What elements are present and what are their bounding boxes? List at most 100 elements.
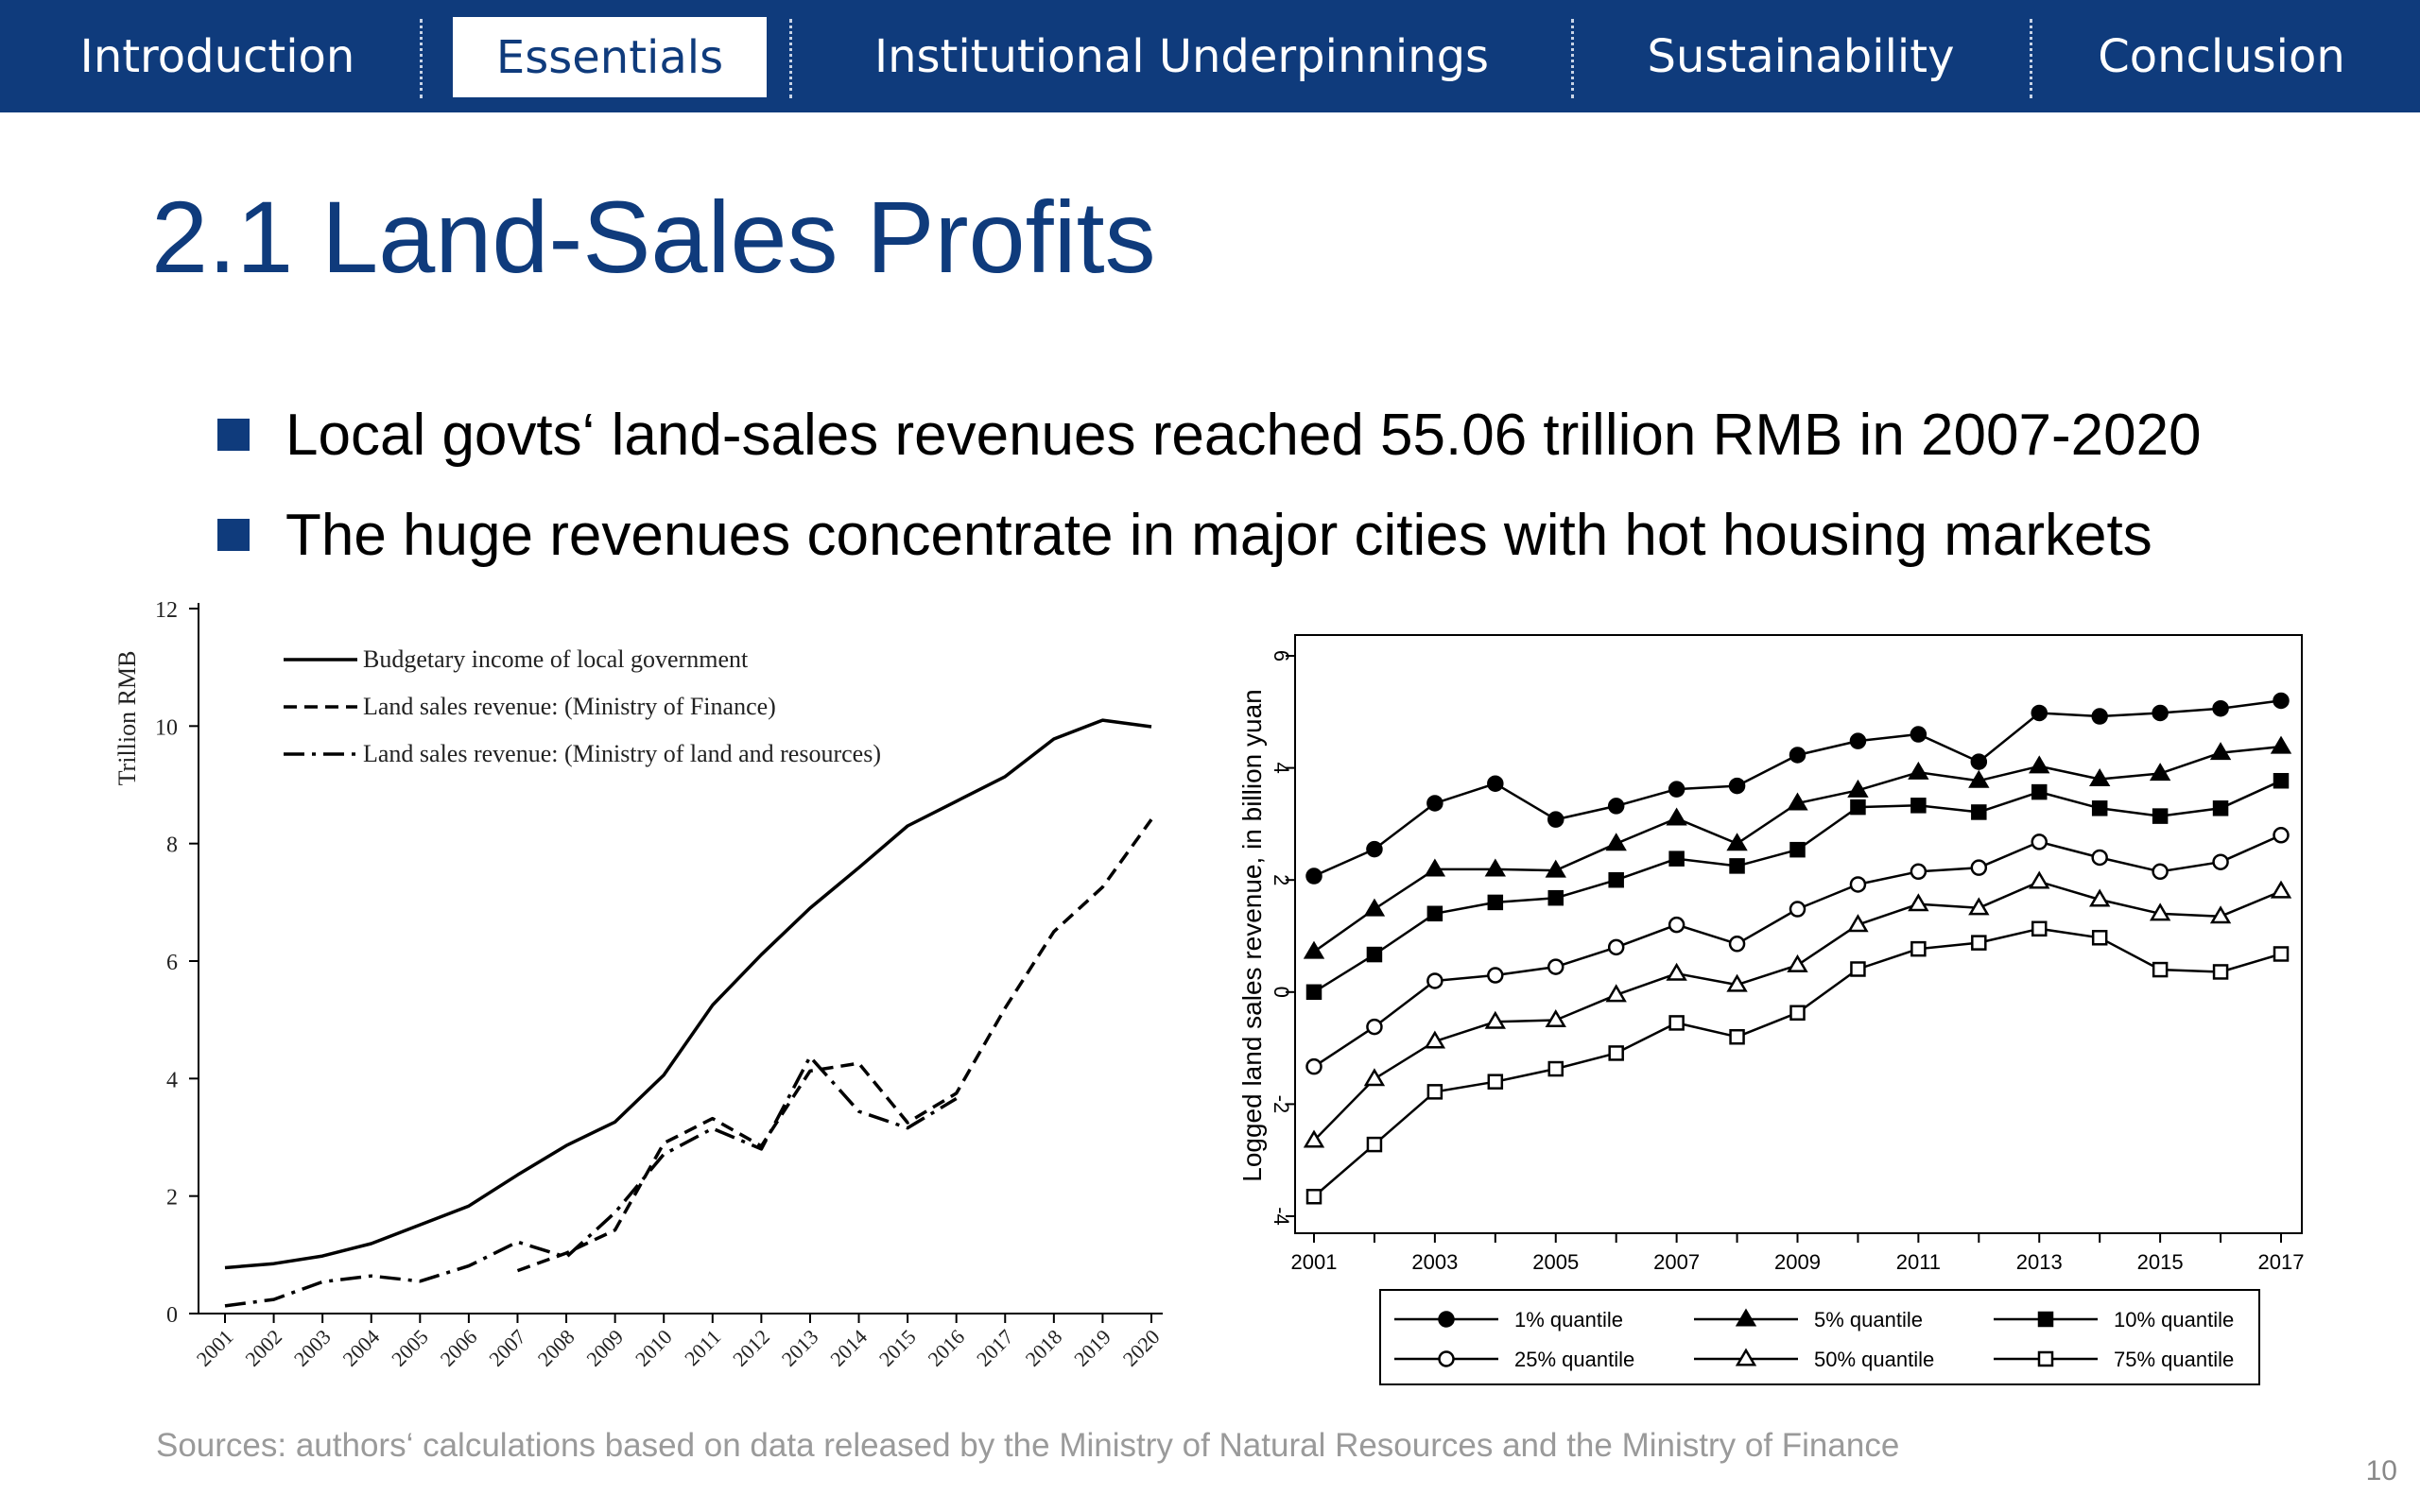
- series-line: [224, 718, 1152, 1270]
- x-tick-label: 2010: [631, 1325, 677, 1371]
- data-point: [1547, 1060, 1564, 1077]
- data-point: [1487, 967, 1504, 984]
- data-point: [1608, 871, 1624, 888]
- data-point: [1908, 761, 1929, 780]
- bullet-text: Local govts‘ land-sales revenues reached…: [285, 402, 2202, 468]
- x-tick-label: 2004: [337, 1325, 384, 1371]
- x-tick-label: 2011: [680, 1325, 725, 1370]
- y-tick-label: 6: [1270, 650, 1293, 662]
- x-tick-label: 2001: [1291, 1250, 1338, 1274]
- data-point: [1668, 850, 1685, 867]
- x-tick-label: 2001: [192, 1325, 238, 1371]
- data-point: [2031, 833, 2048, 850]
- y-tick-label: 6: [166, 951, 178, 975]
- square-bullet-icon: [217, 419, 250, 451]
- data-point: [2212, 800, 2229, 816]
- y-tick-label: 2: [166, 1186, 178, 1211]
- data-point: [1787, 954, 1808, 972]
- data-point: [1424, 858, 1446, 877]
- legend-label: 10% quantile: [2114, 1308, 2234, 1332]
- data-point: [1728, 777, 1746, 795]
- data-point: [2029, 870, 2050, 889]
- x-tick-label: 2011: [1896, 1250, 1941, 1274]
- data-point: [2270, 735, 2292, 754]
- data-point: [2209, 905, 2232, 924]
- legend-box: [1379, 1289, 2260, 1385]
- y-tick-label: 8: [166, 833, 178, 858]
- x-tick-label: 2016: [923, 1325, 969, 1371]
- data-point: [1605, 833, 1627, 851]
- x-tick-label: 2015: [874, 1325, 921, 1371]
- x-tick-label: 2017: [2258, 1250, 2305, 1274]
- data-point: [1366, 946, 1383, 963]
- legend-label: 50% quantile: [1814, 1348, 1934, 1371]
- x-tick-label: 2019: [1069, 1325, 1115, 1371]
- data-point: [1850, 799, 1866, 816]
- data-point: [2089, 888, 2111, 907]
- x-tick-label: 2002: [240, 1325, 286, 1371]
- data-point: [1666, 962, 1687, 981]
- y-tick-label: 0: [1270, 987, 1293, 998]
- data-point: [1366, 1136, 1383, 1153]
- data-point: [2031, 783, 2048, 800]
- nav-divider: [789, 19, 792, 98]
- nav-divider: [2030, 19, 2032, 98]
- quantile-line-chart: -4 -2 0 2 4 6 2001 2003 2005 2007 2009 2011 2013 2015…: [1237, 634, 2305, 1385]
- data-point: [1487, 775, 1504, 792]
- legend-label: 25% quantile: [1514, 1348, 1634, 1371]
- data-point: [2091, 708, 2108, 725]
- data-point: [1305, 868, 1322, 885]
- data-point: [1789, 901, 1806, 918]
- tab-sustainability[interactable]: Sustainability: [1647, 29, 1955, 83]
- data-point: [1303, 1129, 1325, 1148]
- tab-introduction[interactable]: Introduction: [79, 29, 355, 83]
- data-point: [1426, 905, 1443, 922]
- data-point: [1668, 916, 1685, 934]
- data-point: [2037, 1350, 2054, 1367]
- x-tick-label: 2018: [1021, 1325, 1067, 1371]
- data-point: [1910, 863, 1927, 881]
- data-point: [2149, 902, 2171, 921]
- data-point: [1305, 1188, 1322, 1205]
- data-point: [1910, 726, 1927, 743]
- x-tick-label: 2009: [581, 1325, 628, 1371]
- data-point: [2031, 920, 2048, 937]
- y-tick-label: 0: [166, 1303, 178, 1328]
- data-point: [2209, 742, 2232, 761]
- data-point: [1787, 792, 1808, 811]
- data-point: [1366, 840, 1383, 858]
- tab-conclusion[interactable]: Conclusion: [2098, 29, 2345, 83]
- y-tick-label: -4: [1270, 1207, 1293, 1226]
- data-point: [1789, 1005, 1806, 1021]
- x-tick-label: 2013: [2016, 1250, 2063, 1274]
- x-tick-label: 2017: [972, 1325, 1018, 1371]
- y-tick-label: 12: [155, 598, 178, 623]
- data-point: [1847, 779, 1869, 798]
- data-point: [1426, 972, 1443, 989]
- bullet-text: The huge revenues concentrate in major c…: [285, 502, 2152, 568]
- tab-institutional-underpinnings[interactable]: Institutional Underpinnings: [873, 29, 1490, 83]
- y-tick-label: -2: [1270, 1095, 1293, 1114]
- y-tick-label: 4: [166, 1068, 178, 1092]
- legend-label: Land sales revenue: (Ministry of Finance…: [363, 693, 776, 720]
- data-point: [1728, 936, 1746, 953]
- top-navigation: Introduction Essentials Institutional Un…: [0, 0, 2420, 112]
- sources-note: Sources: authors‘ calculations based on …: [156, 1427, 1900, 1464]
- data-point: [2273, 946, 2290, 962]
- data-point: [2273, 827, 2290, 844]
- data-point: [1424, 1030, 1446, 1049]
- legend-label: 75% quantile: [2114, 1348, 2234, 1371]
- data-point: [1607, 798, 1625, 815]
- data-point: [2091, 800, 2108, 816]
- data-point: [1729, 1028, 1745, 1045]
- data-point: [2037, 1311, 2054, 1328]
- data-point: [1970, 753, 1988, 770]
- x-tick-label: 2005: [387, 1325, 433, 1371]
- x-tick-label: 2003: [1411, 1250, 1458, 1274]
- tab-essentials[interactable]: Essentials: [453, 17, 767, 97]
- data-point: [1607, 938, 1625, 956]
- data-point: [2152, 961, 2169, 978]
- legend-label: 1% quantile: [1514, 1308, 1623, 1332]
- data-point: [1726, 833, 1748, 851]
